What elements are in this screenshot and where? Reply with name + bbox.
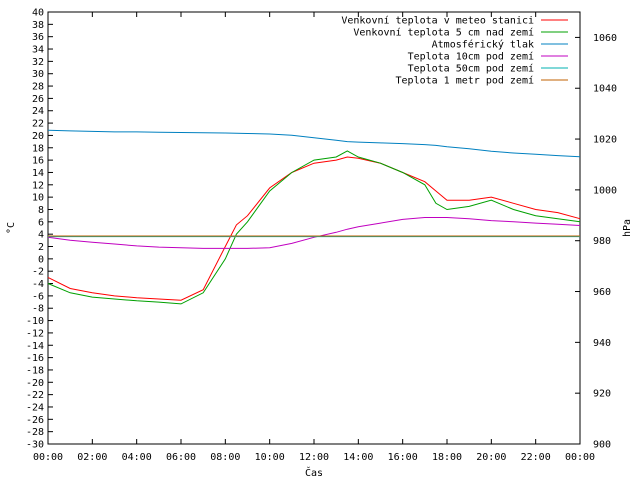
y-tick-label: -4 bbox=[32, 279, 44, 290]
legend-label-2: Venkovní teplota 5 cm nad zemí bbox=[353, 27, 534, 39]
y-tick-label: 16 bbox=[32, 156, 44, 167]
series-line-2 bbox=[47, 150, 581, 305]
y-tick-label: 36 bbox=[32, 32, 44, 43]
y-tick-label: -14 bbox=[26, 341, 44, 352]
y-tick-label: -28 bbox=[26, 427, 44, 438]
x-tick-label: 02:00 bbox=[77, 452, 107, 463]
x-tick-label: 00:00 bbox=[33, 452, 63, 463]
y-tick-label: 28 bbox=[32, 82, 44, 93]
x-tick-label: 00:00 bbox=[565, 452, 595, 463]
y-tick-label: -12 bbox=[26, 328, 44, 339]
y-tick-label: 8 bbox=[38, 205, 44, 216]
y-tick-label: -30 bbox=[26, 440, 44, 451]
x-tick-label: 08:00 bbox=[210, 452, 240, 463]
series-line-4 bbox=[47, 217, 581, 249]
x-tick-label: 20:00 bbox=[476, 452, 506, 463]
y-tick-label: -16 bbox=[26, 353, 44, 364]
y2-tick-label: 900 bbox=[593, 440, 611, 451]
x-axis-label: Čas bbox=[305, 466, 323, 479]
y-tick-label: -18 bbox=[26, 365, 44, 376]
y-tick-label: 2 bbox=[38, 242, 44, 253]
axis-ticks: -30-28-26-24-22-20-18-16-14-12-10-8-6-4-… bbox=[26, 8, 617, 464]
y-tick-label: 18 bbox=[32, 143, 44, 154]
y-tick-label: 26 bbox=[32, 94, 44, 105]
y-tick-label: -24 bbox=[26, 402, 44, 413]
x-tick-label: 22:00 bbox=[521, 452, 551, 463]
y2-axis-label: hPa bbox=[622, 219, 633, 237]
y-tick-label: 20 bbox=[32, 131, 44, 142]
y-tick-label: 34 bbox=[32, 45, 44, 56]
y-tick-label: -26 bbox=[26, 415, 44, 426]
y-tick-label: 4 bbox=[38, 230, 44, 241]
y2-tick-label: 1040 bbox=[593, 84, 617, 95]
y-tick-label: 6 bbox=[38, 217, 44, 228]
y2-tick-label: 980 bbox=[593, 236, 611, 247]
y-tick-label: 10 bbox=[32, 193, 44, 204]
y2-tick-label: 1000 bbox=[593, 185, 617, 196]
y-tick-label: -20 bbox=[26, 378, 44, 389]
y-tick-label: -6 bbox=[32, 291, 44, 302]
y-tick-label: -10 bbox=[26, 316, 44, 327]
data-series bbox=[47, 129, 581, 305]
y2-tick-label: 940 bbox=[593, 338, 611, 349]
y2-tick-label: 960 bbox=[593, 287, 611, 298]
y-tick-label: -8 bbox=[32, 304, 44, 315]
y-tick-label: -2 bbox=[32, 267, 44, 278]
y-tick-label: 12 bbox=[32, 180, 44, 191]
y-tick-label: 24 bbox=[32, 106, 44, 117]
x-tick-label: 18:00 bbox=[432, 452, 462, 463]
x-tick-label: 14:00 bbox=[343, 452, 373, 463]
legend-label-6: Teplota 1 metr pod zemí bbox=[396, 75, 534, 87]
legend: Venkovní teplota v meteo staniciVenkovní… bbox=[341, 15, 568, 87]
y-tick-label: 0 bbox=[38, 254, 44, 265]
x-tick-label: 04:00 bbox=[122, 452, 152, 463]
series-line-1 bbox=[47, 156, 581, 301]
legend-label-1: Venkovní teplota v meteo stanici bbox=[341, 15, 534, 27]
legend-label-3: Atmosférický tlak bbox=[432, 39, 534, 51]
y-tick-label: 32 bbox=[32, 57, 44, 68]
y-tick-label: -22 bbox=[26, 390, 44, 401]
legend-label-5: Teplota 50cm pod zemí bbox=[408, 63, 534, 75]
y2-tick-label: 1020 bbox=[593, 135, 617, 146]
x-tick-label: 12:00 bbox=[299, 452, 329, 463]
y-tick-label: 14 bbox=[32, 168, 44, 179]
y-tick-label: 38 bbox=[32, 20, 44, 31]
y2-tick-label: 920 bbox=[593, 389, 611, 400]
x-tick-label: 10:00 bbox=[255, 452, 285, 463]
series-line-3 bbox=[47, 129, 581, 158]
y2-tick-label: 1060 bbox=[593, 33, 617, 44]
y-axis-label: °C bbox=[6, 222, 17, 234]
legend-label-4: Teplota 10cm pod zemí bbox=[408, 51, 534, 63]
y-tick-label: 22 bbox=[32, 119, 44, 130]
y-tick-label: 30 bbox=[32, 69, 44, 80]
x-tick-label: 16:00 bbox=[388, 452, 418, 463]
y-tick-label: 40 bbox=[32, 8, 44, 19]
x-tick-label: 06:00 bbox=[166, 452, 196, 463]
